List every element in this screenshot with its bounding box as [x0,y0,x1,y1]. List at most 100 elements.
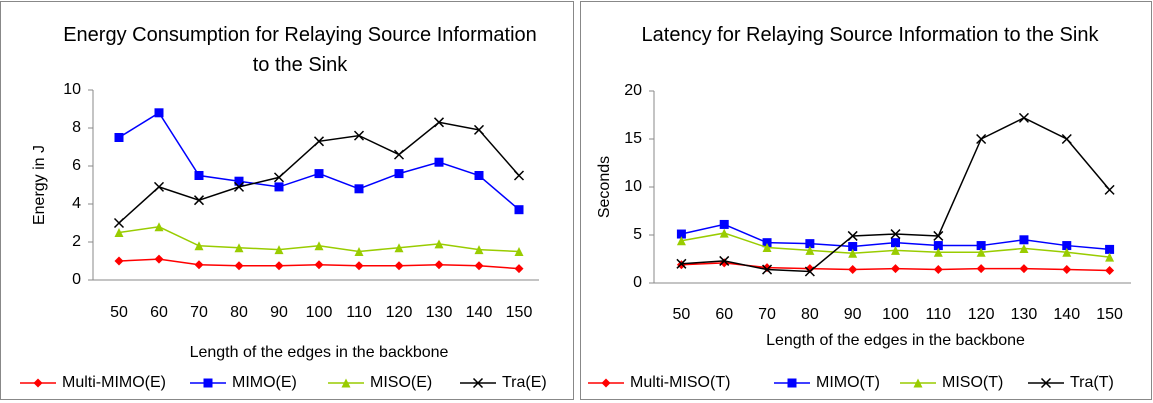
y-tick-label: 15 [624,130,642,147]
marker [314,169,324,179]
marker [194,260,204,270]
marker [762,263,772,273]
marker [474,171,484,180]
marker [234,261,244,271]
marker [434,239,444,249]
y-tick-label: 8 [72,119,81,136]
marker [394,169,404,179]
marker [890,229,901,240]
chart-title: Latency for Relaying Source Information … [641,24,1099,46]
legend-label: MIMO(T) [816,374,880,391]
x-axis-title: Length of the edges in the backbone [766,332,1025,349]
marker [805,245,815,255]
x-tick-label: 150 [1096,306,1123,323]
marker [804,266,815,277]
marker [762,242,772,252]
marker [891,264,900,274]
y-axis-title: Energy in J [31,145,48,225]
marker [976,133,987,145]
x-axis-title: Length of the edges in the backbone [190,344,449,361]
marker [154,254,164,264]
marker [891,245,900,255]
marker [514,205,524,215]
y-tick-label: 10 [624,178,642,195]
marker [273,172,285,183]
marker [114,256,124,266]
legend-marker [1040,377,1052,389]
marker [393,149,405,160]
marker [848,248,858,258]
marker [473,124,485,135]
x-tick-label: 60 [150,304,168,321]
marker [1019,235,1029,245]
marker [274,182,284,192]
marker [514,264,524,274]
marker [354,261,364,271]
marker [434,157,444,167]
marker [805,239,815,249]
marker [274,245,284,255]
y-axis-title: Seconds [596,156,613,218]
x-tick-label: 50 [673,306,691,323]
marker [153,181,165,192]
marker [1018,112,1029,123]
x-tick-label: 100 [882,306,909,323]
legend-label: Tra(E) [502,374,547,391]
legend-label: Multi-MIMO(E) [62,374,166,391]
marker [1105,244,1115,254]
legend-label: MIMO(E) [232,374,297,391]
marker [1019,264,1029,274]
marker [314,241,324,251]
x-tick-label: 110 [346,304,372,321]
marker [313,136,325,147]
marker [891,238,900,248]
chart-title: Energy Consumption for Relaying Source I… [63,24,537,76]
x-tick-label: 80 [801,306,819,323]
x-tick-label: 70 [190,304,208,321]
marker [193,195,205,206]
x-tick-label: 100 [306,304,333,321]
x-tick-label: 120 [968,306,995,323]
legend-label: Multi-MISO(T) [630,374,730,391]
marker [933,265,943,275]
marker [848,265,858,275]
marker [394,261,404,271]
marker [976,264,986,274]
legend-marker [787,378,797,388]
y-tick-label: 10 [63,81,81,98]
y-tick-label: 20 [624,82,642,99]
marker [114,133,124,142]
chart-panel [0,1,574,400]
marker [433,117,445,128]
marker [976,247,986,257]
legend-marker [601,378,611,388]
chart-panel [580,1,1152,400]
x-tick-label: 110 [926,306,952,323]
marker [394,243,404,253]
marker [1062,241,1072,251]
marker [719,255,730,266]
marker [514,247,524,256]
marker [354,247,364,256]
marker [234,243,244,253]
marker [933,230,944,241]
marker [233,181,245,192]
marker [762,264,773,275]
x-tick-label: 140 [466,304,493,321]
marker [474,245,484,255]
marker [762,238,772,248]
x-tick-label: 80 [230,304,248,321]
marker [354,184,364,194]
legend-label: MISO(T) [942,374,1003,391]
y-tick-label: 0 [633,274,642,291]
legend-marker [203,378,213,388]
x-tick-label: 50 [110,304,128,321]
marker [1019,243,1029,253]
x-tick-label: 120 [386,304,413,321]
x-tick-label: 90 [270,304,288,321]
marker [719,258,729,268]
legend-marker [341,378,351,388]
y-tick-label: 0 [72,271,81,288]
marker [1061,133,1072,145]
